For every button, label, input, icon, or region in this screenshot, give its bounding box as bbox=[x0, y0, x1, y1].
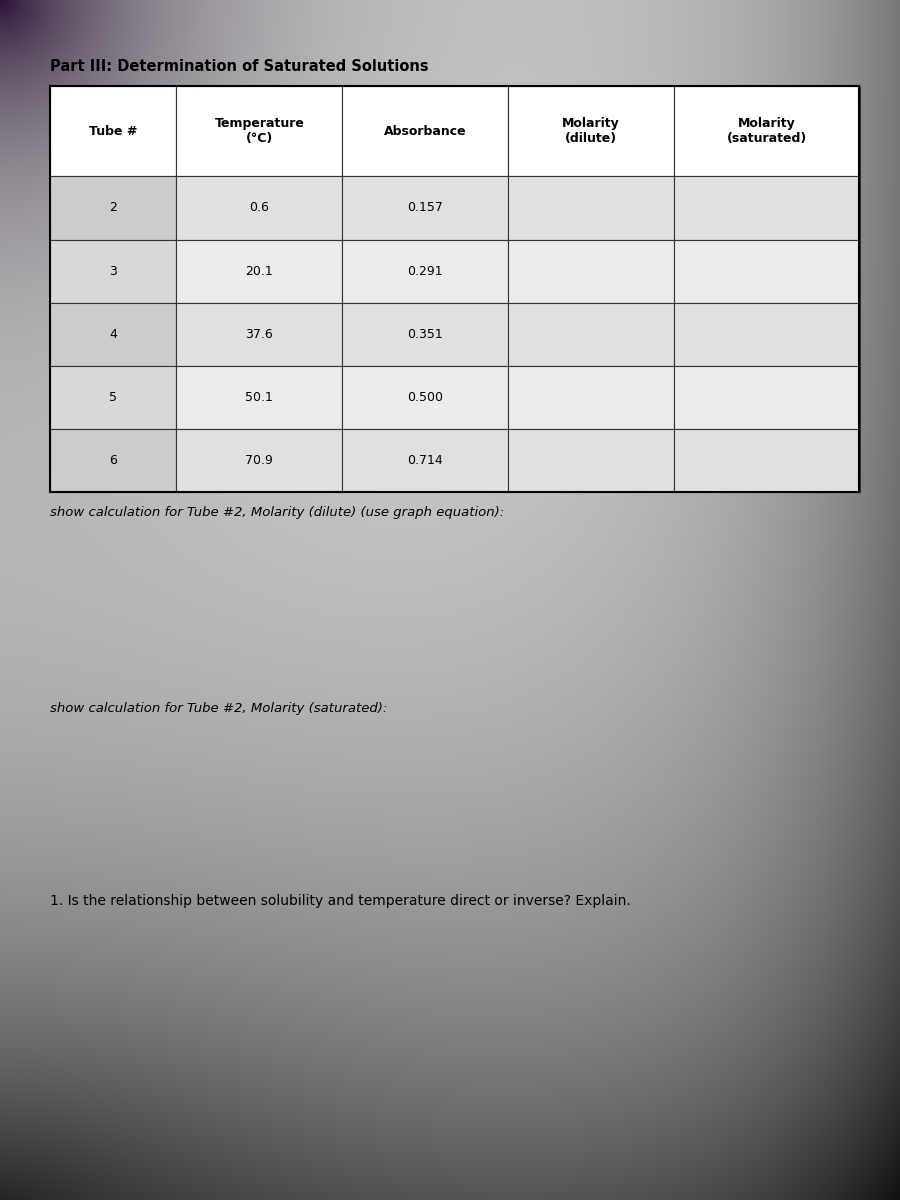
Text: Absorbance: Absorbance bbox=[384, 125, 466, 138]
Bar bbox=[342, 428, 508, 492]
Text: 20.1: 20.1 bbox=[246, 264, 274, 277]
Bar bbox=[342, 86, 508, 176]
Bar bbox=[674, 240, 860, 302]
Bar bbox=[508, 240, 674, 302]
Text: Temperature
(°C): Temperature (°C) bbox=[214, 118, 304, 145]
Text: 37.6: 37.6 bbox=[246, 328, 274, 341]
Text: 50.1: 50.1 bbox=[246, 391, 274, 404]
Bar bbox=[508, 302, 674, 366]
Bar bbox=[342, 302, 508, 366]
Text: 3: 3 bbox=[109, 264, 117, 277]
Bar bbox=[342, 240, 508, 302]
Bar bbox=[674, 302, 860, 366]
Bar bbox=[50, 366, 176, 428]
Text: 0.714: 0.714 bbox=[408, 454, 443, 467]
Bar bbox=[176, 302, 342, 366]
Text: 0.291: 0.291 bbox=[408, 264, 443, 277]
Bar bbox=[674, 176, 860, 240]
Bar bbox=[176, 86, 342, 176]
Text: 70.9: 70.9 bbox=[246, 454, 274, 467]
Text: 0.500: 0.500 bbox=[407, 391, 443, 404]
Text: 0.157: 0.157 bbox=[408, 202, 443, 215]
Text: 2: 2 bbox=[109, 202, 117, 215]
Bar bbox=[674, 428, 860, 492]
Text: show calculation for Tube #2, Molarity (saturated):: show calculation for Tube #2, Molarity (… bbox=[50, 702, 387, 715]
Bar bbox=[50, 240, 176, 302]
Bar bbox=[508, 428, 674, 492]
Text: 0.351: 0.351 bbox=[408, 328, 443, 341]
Text: 1. Is the relationship between solubility and temperature direct or inverse? Exp: 1. Is the relationship between solubilit… bbox=[50, 894, 630, 908]
Bar bbox=[176, 366, 342, 428]
Bar bbox=[342, 366, 508, 428]
Bar bbox=[50, 86, 859, 492]
Bar bbox=[50, 302, 176, 366]
Bar bbox=[50, 428, 176, 492]
Bar bbox=[176, 176, 342, 240]
Bar bbox=[342, 176, 508, 240]
Text: Part III: Determination of Saturated Solutions: Part III: Determination of Saturated Sol… bbox=[50, 59, 428, 74]
Text: 4: 4 bbox=[109, 328, 117, 341]
Bar bbox=[674, 366, 860, 428]
Bar bbox=[508, 366, 674, 428]
Bar bbox=[176, 428, 342, 492]
Text: 6: 6 bbox=[109, 454, 117, 467]
Text: 0.6: 0.6 bbox=[249, 202, 269, 215]
Text: Molarity
(saturated): Molarity (saturated) bbox=[726, 118, 807, 145]
Bar bbox=[674, 86, 860, 176]
Bar bbox=[50, 86, 176, 176]
Text: Tube #: Tube # bbox=[89, 125, 137, 138]
Bar bbox=[176, 240, 342, 302]
Text: Molarity
(dilute): Molarity (dilute) bbox=[562, 118, 620, 145]
Text: 5: 5 bbox=[109, 391, 117, 404]
Text: show calculation for Tube #2, Molarity (dilute) (use graph equation):: show calculation for Tube #2, Molarity (… bbox=[50, 506, 504, 520]
Bar bbox=[508, 176, 674, 240]
Bar bbox=[50, 176, 176, 240]
Bar bbox=[508, 86, 674, 176]
